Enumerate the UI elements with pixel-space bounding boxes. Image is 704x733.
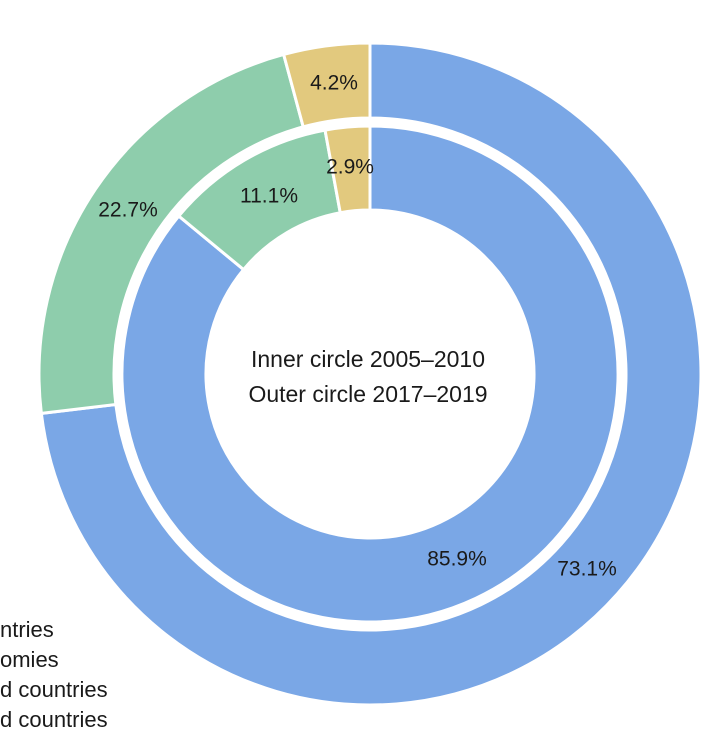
slices-group (37, 41, 703, 707)
legend-item-1: ntries (0, 617, 54, 642)
slice-labels-group: 85.9% 11.1% 2.9% 73.1% 22.7% 4.2% (98, 72, 617, 581)
outer-slice-label-2: 22.7% (98, 199, 158, 222)
legend-item-2: omies (0, 647, 59, 672)
center-line-1: Inner circle 2005–2010 (251, 346, 485, 372)
legend-item-3: d countries (0, 677, 108, 702)
legend: ntries omies d countries d countries (0, 617, 108, 732)
outer-slice-label-3: 4.2% (310, 72, 358, 95)
outer-slice-3 (281, 41, 372, 129)
legend-item-4: d countries (0, 707, 108, 732)
inner-slice-label-3: 2.9% (326, 156, 374, 179)
inner-slice-1 (120, 124, 620, 624)
inner-slice-label-2: 11.1% (240, 185, 298, 208)
outer-slice-label-1: 73.1% (557, 558, 617, 581)
center-line-2: Outer circle 2017–2019 (248, 381, 487, 407)
inner-slice-3 (323, 124, 372, 215)
outer-slice-1 (39, 41, 703, 707)
inner-slice-label-1: 85.9% (427, 548, 487, 571)
